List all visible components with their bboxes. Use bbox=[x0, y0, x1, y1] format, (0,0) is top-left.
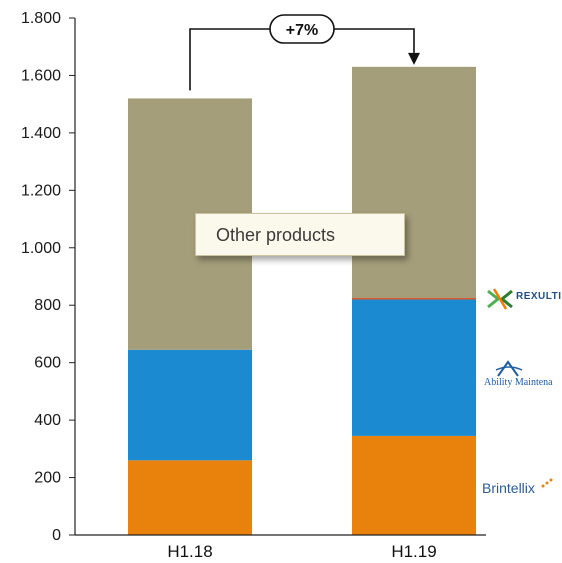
bars-layer bbox=[128, 66, 476, 535]
growth-arrowhead bbox=[408, 52, 420, 65]
x-category-labels: H1.18 H1.19 bbox=[167, 542, 436, 561]
brintellix-mark-icon bbox=[541, 478, 553, 488]
x-category-label: H1.19 bbox=[391, 542, 436, 561]
y-tick-label: 400 bbox=[34, 412, 61, 429]
brintellix-logo: Brintellix bbox=[482, 478, 562, 500]
brintellix-logo-text: Brintellix bbox=[482, 480, 535, 496]
bar-segment-1-0 bbox=[352, 435, 476, 535]
rexulti-logo-text: REXULTI bbox=[516, 291, 562, 302]
growth-badge bbox=[269, 14, 335, 44]
abilify-logo-text: Ability Maintena bbox=[484, 377, 553, 388]
growth-annotation: +7% bbox=[189, 14, 420, 91]
abilify-maintena-logo: Ability Maintena bbox=[484, 360, 562, 394]
y-tick-label: 1.200 bbox=[21, 182, 61, 199]
y-tick-label: 800 bbox=[34, 297, 61, 314]
growth-label: +7% bbox=[286, 22, 318, 39]
rexulti-mark-icon bbox=[487, 288, 513, 310]
y-tick-label: 1.800 bbox=[21, 10, 61, 27]
y-tick-label: 1.000 bbox=[21, 240, 61, 257]
y-tick-label: 600 bbox=[34, 355, 61, 372]
y-tick-label: 200 bbox=[34, 470, 61, 487]
axes-layer bbox=[74, 18, 486, 536]
bar-segment-1-3 bbox=[352, 66, 476, 299]
bar-segment-1-1 bbox=[352, 299, 476, 436]
abilify-mark-icon bbox=[495, 360, 523, 377]
y-tick-labels: 0 200 400 600 800 1.000 1.200 1.400 1.600 1.800 bbox=[21, 10, 75, 544]
y-tick-label: 0 bbox=[52, 527, 61, 544]
bar-segment-1-2 bbox=[352, 298, 476, 300]
x-category-label: H1.18 bbox=[167, 542, 212, 561]
y-tick-label: 1.600 bbox=[21, 67, 61, 84]
bar-segment-0-1 bbox=[128, 349, 252, 461]
y-tick-label: 1.400 bbox=[21, 125, 61, 142]
rexulti-logo: REXULTI bbox=[486, 287, 562, 311]
bar-segment-0-0 bbox=[128, 460, 252, 535]
other-products-callout: Other products bbox=[195, 213, 405, 256]
